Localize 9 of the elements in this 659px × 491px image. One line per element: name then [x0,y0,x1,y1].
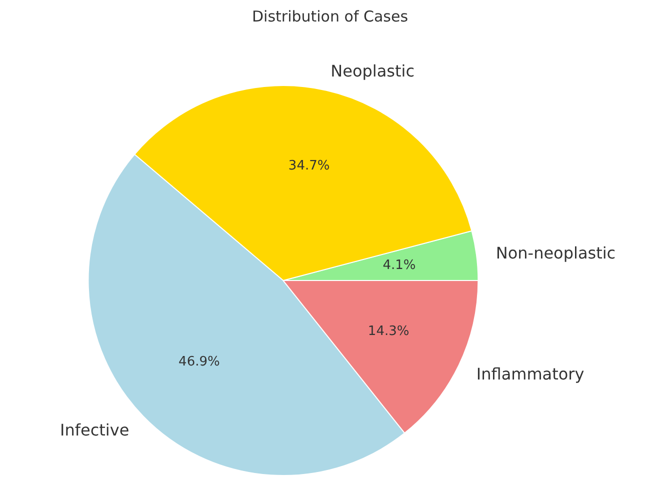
data-label: 14.3% [368,324,410,339]
chart-title: Distribution of Cases [252,8,408,26]
slice-label: Neoplastic [330,61,415,80]
data-label: 34.7% [288,158,330,174]
slice-label: Non-neoplastic [496,243,616,262]
slice-label: Inflammatory [476,364,584,384]
data-label: 4.1% [382,258,416,273]
slice-label: Infective [60,420,130,440]
data-label: 46.9% [178,354,220,370]
